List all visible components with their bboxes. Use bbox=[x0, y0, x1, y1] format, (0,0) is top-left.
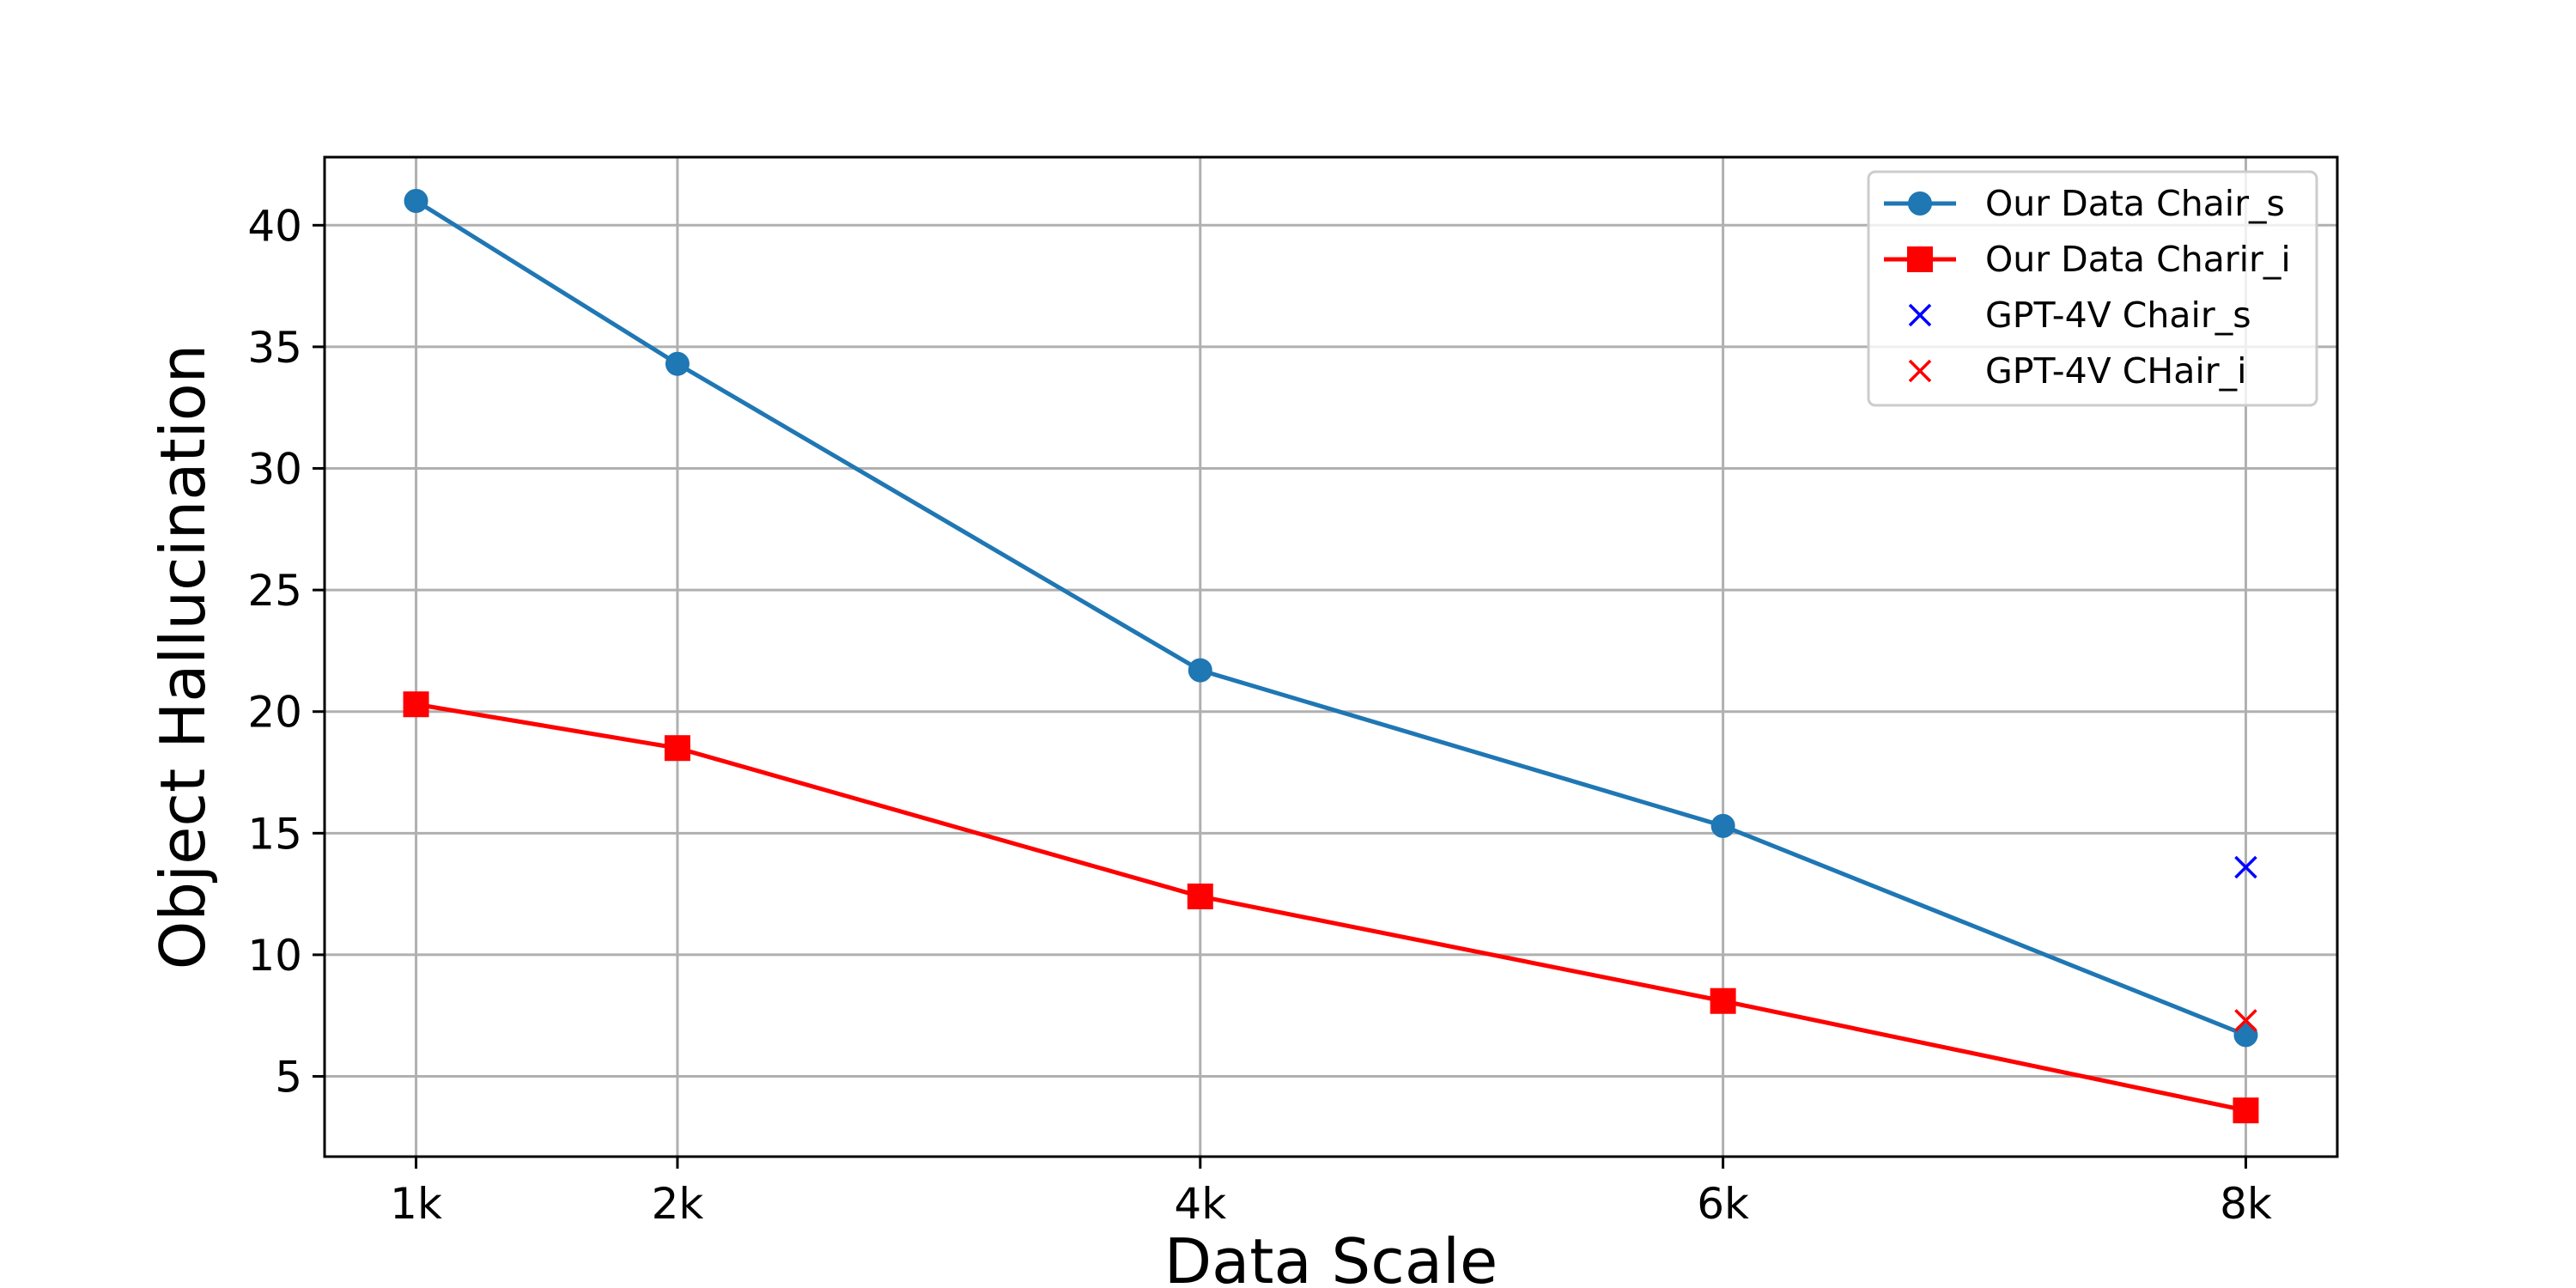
y-tick-label: 40 bbox=[247, 201, 302, 251]
series-0 bbox=[404, 188, 2258, 1048]
data-point bbox=[1188, 658, 1212, 683]
y-tick-label: 5 bbox=[275, 1053, 302, 1103]
y-tick-label: 30 bbox=[247, 445, 302, 495]
y-tick-label: 20 bbox=[247, 688, 302, 738]
data-point bbox=[1187, 883, 1213, 909]
legend-marker bbox=[1907, 246, 1933, 272]
data-point bbox=[2233, 1097, 2259, 1124]
x-tick-label: 8k bbox=[2220, 1179, 2272, 1229]
x-tick-label: 2k bbox=[652, 1179, 704, 1229]
x-marker-stroke bbox=[1908, 303, 1932, 327]
x-tick-label: 4k bbox=[1174, 1179, 1226, 1229]
y-tick-label: 10 bbox=[247, 931, 302, 981]
legend-item: GPT-4V CHair_i bbox=[1908, 350, 2246, 392]
legend-label: Our Data Chair_s bbox=[1985, 183, 2285, 224]
legend-label: GPT-4V Chair_s bbox=[1985, 295, 2251, 336]
data-point bbox=[2234, 1009, 2257, 1032]
data-point bbox=[1710, 987, 1736, 1014]
x-axis-title: Data Scale bbox=[1164, 1225, 1498, 1288]
legend-label: Our Data Charir_i bbox=[1985, 239, 2291, 280]
chart-series bbox=[403, 188, 2259, 1124]
plot-area-frame bbox=[323, 155, 2339, 1158]
y-tick-label: 25 bbox=[247, 566, 302, 616]
legend-marker bbox=[1908, 191, 1932, 216]
legend-marker bbox=[1908, 303, 1932, 327]
y-tick-label: 35 bbox=[247, 323, 302, 373]
legend-box bbox=[1867, 170, 2318, 407]
legend-label: GPT-4V CHair_i bbox=[1985, 350, 2246, 392]
x-tick-label: 6k bbox=[1697, 1179, 1749, 1229]
data-point bbox=[403, 691, 429, 718]
series-3 bbox=[2234, 1009, 2257, 1032]
legend: Our Data Chair_s Our Data Charir_i GPT-4V … bbox=[1867, 170, 2318, 407]
series-1 bbox=[403, 691, 2259, 1124]
data-point bbox=[664, 735, 690, 762]
legend-item: GPT-4V Chair_s bbox=[1908, 295, 2251, 336]
legend-item: Our Data Charir_i bbox=[1884, 239, 2291, 280]
x-tick-label: 1k bbox=[390, 1179, 442, 1229]
data-point bbox=[2234, 855, 2257, 879]
data-point bbox=[665, 351, 690, 376]
y-axis-title: Object Hallucination bbox=[147, 344, 219, 970]
data-point bbox=[2233, 1023, 2258, 1048]
axis-ticks: 1k 2k 4k 6k 8k 5 10 15 20 25 30 35 40 bbox=[247, 201, 2272, 1229]
legend-item: Our Data Chair_s bbox=[1884, 183, 2285, 224]
data-point bbox=[404, 188, 428, 213]
series-line bbox=[416, 702, 2246, 1113]
series-2 bbox=[2234, 855, 2257, 879]
legend-marker bbox=[1908, 359, 1932, 383]
y-tick-label: 15 bbox=[247, 809, 302, 859]
data-point bbox=[1710, 813, 1735, 838]
x-marker-stroke bbox=[1908, 359, 1932, 383]
x-marker-stroke bbox=[2234, 1009, 2257, 1032]
x-marker-stroke bbox=[2234, 855, 2257, 879]
